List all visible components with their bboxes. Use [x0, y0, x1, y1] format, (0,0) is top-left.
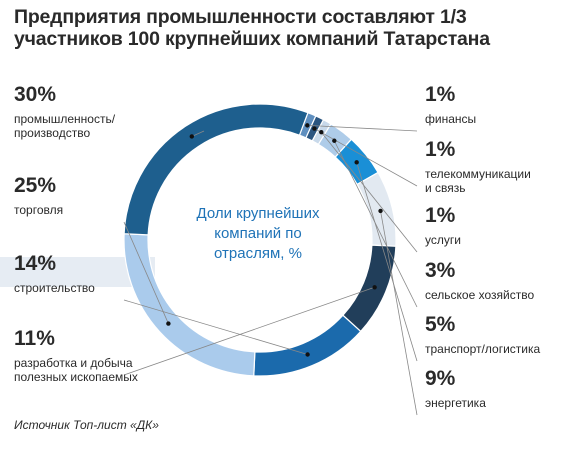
center-label-line-1: компаний по [214, 225, 302, 242]
leader-5 [380, 210, 418, 416]
leader-dot-2 [319, 130, 324, 135]
slice-pct-5: 9% [425, 367, 456, 390]
leader-dot-3 [332, 138, 337, 143]
slice-label-1-0: телекоммуникации [425, 167, 531, 181]
leader-dot-9 [189, 134, 194, 139]
slice-pct-7: 14% [14, 252, 56, 275]
leader-4 [356, 162, 418, 362]
slice-pct-2: 1% [425, 204, 456, 227]
leader-dot-5 [378, 208, 383, 214]
leader-dot-1 [312, 126, 317, 131]
leader-6 [123, 286, 375, 376]
slice-label-6-1: полезных ископаемых [14, 370, 138, 384]
leader-7 [123, 299, 308, 355]
slice-label-2-0: услуги [425, 233, 461, 247]
leader-dot-0 [305, 123, 310, 128]
slice-pct-4: 5% [425, 313, 456, 336]
leader-dot-7 [305, 352, 310, 357]
slice-9 [123, 103, 309, 236]
leader-2 [320, 131, 418, 253]
source-note: Источник Топ-лист «ДК» [14, 418, 159, 432]
slice-label-5-0: энергетика [425, 396, 486, 410]
leader-lines [123, 123, 418, 416]
center-label: Доли крупнейших компаний по отраслям, % [197, 205, 320, 262]
slice-label-9-0: промышленность/ [14, 112, 116, 126]
leader-dot-4 [354, 160, 359, 165]
slice-pct-9: 30% [14, 83, 56, 106]
slice-pct-8: 25% [14, 174, 56, 197]
slice-pct-6: 11% [14, 327, 55, 350]
center-label-line-2: отраслям, % [214, 245, 302, 262]
chart-title: Предприятия промышленности составляют 1/… [14, 6, 490, 50]
leader-1 [314, 128, 418, 187]
leader-dot-8 [166, 321, 171, 326]
slice-label-4-0: транспорт/логистика [425, 342, 540, 356]
leader-0 [307, 124, 418, 132]
slice-6 [342, 244, 397, 333]
center-label-line-0: Доли крупнейших [197, 205, 320, 222]
leader-8 [123, 221, 169, 324]
slice-label-3-0: сельское хозяйство [425, 288, 534, 302]
slice-label-7-0: строительство [14, 281, 95, 295]
slice-label-0-0: финансы [425, 112, 476, 126]
slice-pct-0: 1% [425, 83, 456, 106]
leader-9 [191, 130, 205, 137]
slice-pct-1: 1% [425, 138, 456, 161]
slice-pct-3: 3% [425, 259, 456, 282]
slice-label-8-0: торговля [14, 203, 63, 217]
slice-label-9-1: производство [14, 126, 90, 140]
leader-dot-6 [372, 285, 377, 290]
slice-label-1-1: и связь [425, 181, 466, 195]
slice-label-6-0: разработка и добыча [14, 356, 133, 370]
